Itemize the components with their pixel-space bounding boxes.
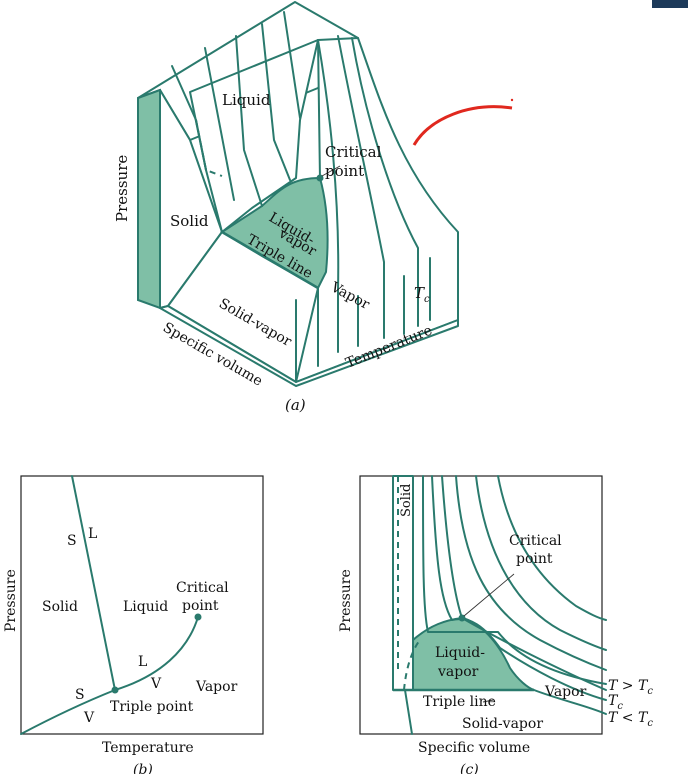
c-pressure-label: Pressure xyxy=(338,569,354,632)
figure-b-pt-diagram: Pressure Temperature S L Solid Liquid Cr… xyxy=(3,475,264,778)
b-s-low-label: S xyxy=(75,687,85,703)
c-solid-label: Solid xyxy=(399,484,414,517)
c-t-gt-label: T > Tc xyxy=(608,678,653,697)
b-critical-label-2: point xyxy=(182,598,219,614)
isotherm-a7 xyxy=(337,35,385,339)
isotherm-a2 xyxy=(204,47,235,201)
c-dome-dashed xyxy=(403,639,421,691)
red-annotation-stroke xyxy=(412,105,513,146)
figure-a-3d-surface: Pressure Liquid Critical point Solid Liq… xyxy=(113,1,459,414)
a-solid-label: Solid xyxy=(170,212,209,230)
isotherm-a3 xyxy=(235,35,263,207)
b-critical-label-1: Critical xyxy=(176,580,229,596)
b-fusion-curve xyxy=(71,475,116,691)
c-isotherm-1 xyxy=(422,475,607,685)
a-liquid-label: Liquid xyxy=(222,91,271,109)
c-caption: (c) xyxy=(460,762,479,774)
triple-line-a xyxy=(221,230,319,290)
b-vaporization-curve xyxy=(114,616,199,691)
b-l-top-label: L xyxy=(88,526,97,542)
c-liquid-vapor-label-2: vapor xyxy=(437,664,479,680)
isotherm-a6 xyxy=(317,39,340,353)
a-caption: (a) xyxy=(285,396,306,414)
b-s-top-label: S xyxy=(67,533,77,549)
isotherm-a5 xyxy=(283,11,301,119)
c-isotherm-2 xyxy=(431,475,607,701)
liquid-vapor-dome xyxy=(220,176,329,290)
b-temperature-label: Temperature xyxy=(102,740,194,756)
c-triple-leader xyxy=(482,699,494,703)
figure-c-pv-diagram: Pressure Specific volume Solid Critical … xyxy=(338,475,653,778)
critical-point-a xyxy=(316,174,324,182)
b-v-mid-label: V xyxy=(150,676,162,692)
solid-side-face xyxy=(137,88,161,310)
b-vapor-label: Vapor xyxy=(195,679,238,695)
b-solid-label: Solid xyxy=(42,599,78,615)
b-frame xyxy=(20,475,264,735)
a-tc-label: Tc xyxy=(414,284,430,305)
c-critical-label-1: Critical xyxy=(509,533,562,549)
c-isotherm-3 xyxy=(455,475,607,671)
a-critical-label-1: Critical xyxy=(325,143,382,161)
c-isotherm-4 xyxy=(475,475,607,651)
c-solid-vapor-label: Solid-vapor xyxy=(462,716,543,732)
b-caption: (b) xyxy=(133,762,153,774)
b-v-low-label: V xyxy=(83,710,95,726)
b-liquid-label: Liquid xyxy=(123,599,168,615)
c-vapor-label: Vapor xyxy=(544,684,587,700)
base-strip xyxy=(159,305,459,387)
red-annotation-dot xyxy=(510,98,514,102)
b-critical-point-dot xyxy=(194,613,202,621)
corner-tab xyxy=(652,0,688,8)
c-solid-vapor-boundary xyxy=(404,689,413,735)
a-critical-label-2: point xyxy=(325,162,364,180)
isotherm-a8 xyxy=(351,37,419,327)
b-pressure-label: Pressure xyxy=(3,569,19,632)
c-frame xyxy=(359,475,603,735)
c-liquid-vapor-label-1: Liquid- xyxy=(435,645,485,661)
c-triple-line-label: Triple line xyxy=(423,694,496,710)
b-triple-point-label: Triple point xyxy=(110,699,194,715)
c-specific-volume-label: Specific volume xyxy=(418,740,530,756)
critical-leader-a xyxy=(321,165,341,177)
c-critical-point-dot xyxy=(458,614,466,622)
b-triple-point-dot xyxy=(111,686,119,694)
c-isotherm-5 xyxy=(497,475,607,621)
b-l-mid-label: L xyxy=(138,654,147,670)
a-pressure-label: Pressure xyxy=(113,155,131,222)
dashed-boundary-a xyxy=(195,119,223,177)
c-critical-leader xyxy=(463,573,515,617)
c-t-eq-label: Tc xyxy=(608,693,623,712)
c-critical-label-2: point xyxy=(516,551,553,567)
c-t-lt-label: T < Tc xyxy=(608,710,653,729)
b-sublimation-curve xyxy=(20,689,116,735)
isotherm-a4 xyxy=(261,23,291,181)
c-isotherm-low xyxy=(533,689,607,715)
liquid-face xyxy=(189,39,319,233)
